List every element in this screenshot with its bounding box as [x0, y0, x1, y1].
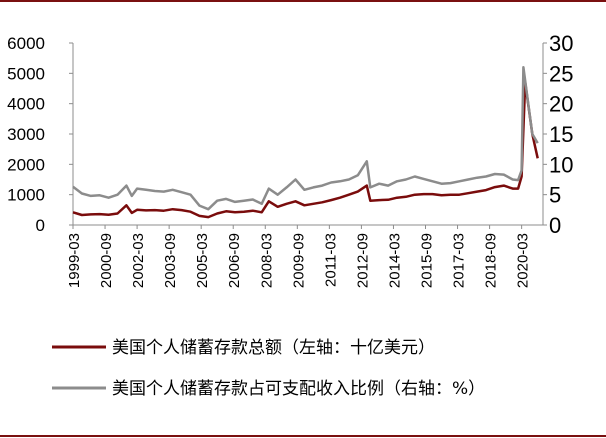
- x-tick-label: 2011-03: [322, 233, 339, 287]
- legend-label: 美国个人储蓄存款占可支配收入比例（右轴：%）: [112, 379, 485, 399]
- x-tick-label: 1999-03: [66, 233, 83, 288]
- x-tick-label: 2003-09: [162, 233, 179, 288]
- x-tick-label: 2002-03: [130, 233, 147, 288]
- x-tick-label: 2000-09: [98, 233, 115, 288]
- series-lines: [72, 66, 539, 219]
- left-tick-label: 5000: [7, 64, 45, 83]
- axes: 0 1000 2000 3000 4000 5000 6000 0 5 10 15 20 25 30 199…: [7, 31, 573, 288]
- legend: 美国个人储蓄存款总额（左轴：十亿美元） 美国个人储蓄存款占可支配收入比例（右轴：%…: [52, 338, 485, 399]
- series-line-savings-ratio: [72, 66, 539, 211]
- x-tick-label: 2012-09: [354, 233, 371, 288]
- left-tick-label: 2000: [7, 155, 45, 174]
- right-tick-label: 5: [549, 183, 561, 208]
- right-tick-label: 15: [549, 122, 573, 147]
- x-tick-label: 2005-03: [194, 233, 211, 288]
- x-tick-label: 2015-09: [419, 233, 436, 288]
- left-tick-label: 1000: [7, 186, 45, 205]
- right-tick-label: 0: [549, 213, 561, 238]
- x-tick-label: 2008-03: [258, 233, 275, 288]
- x-tick-label: 2017-03: [451, 233, 468, 288]
- left-tick-label: 0: [36, 216, 45, 235]
- legend-label: 美国个人储蓄存款总额（左轴：十亿美元）: [112, 338, 435, 358]
- right-tick-label: 25: [549, 61, 573, 86]
- x-tick-label: 2014-03: [386, 233, 403, 288]
- x-tick-label: 2018-09: [483, 233, 500, 288]
- x-tick-label: 2020-03: [515, 233, 532, 288]
- left-tick-label: 3000: [7, 125, 45, 144]
- right-tick-label: 20: [549, 92, 573, 117]
- left-tick-label: 4000: [7, 95, 45, 114]
- right-tick-label: 10: [549, 152, 573, 177]
- x-tick-label: 2009-09: [290, 233, 307, 288]
- series-line-savings-total: [72, 81, 539, 219]
- right-tick-label: 30: [549, 31, 573, 56]
- left-tick-label: 6000: [7, 34, 45, 53]
- x-tick-label: 2006-09: [226, 233, 243, 288]
